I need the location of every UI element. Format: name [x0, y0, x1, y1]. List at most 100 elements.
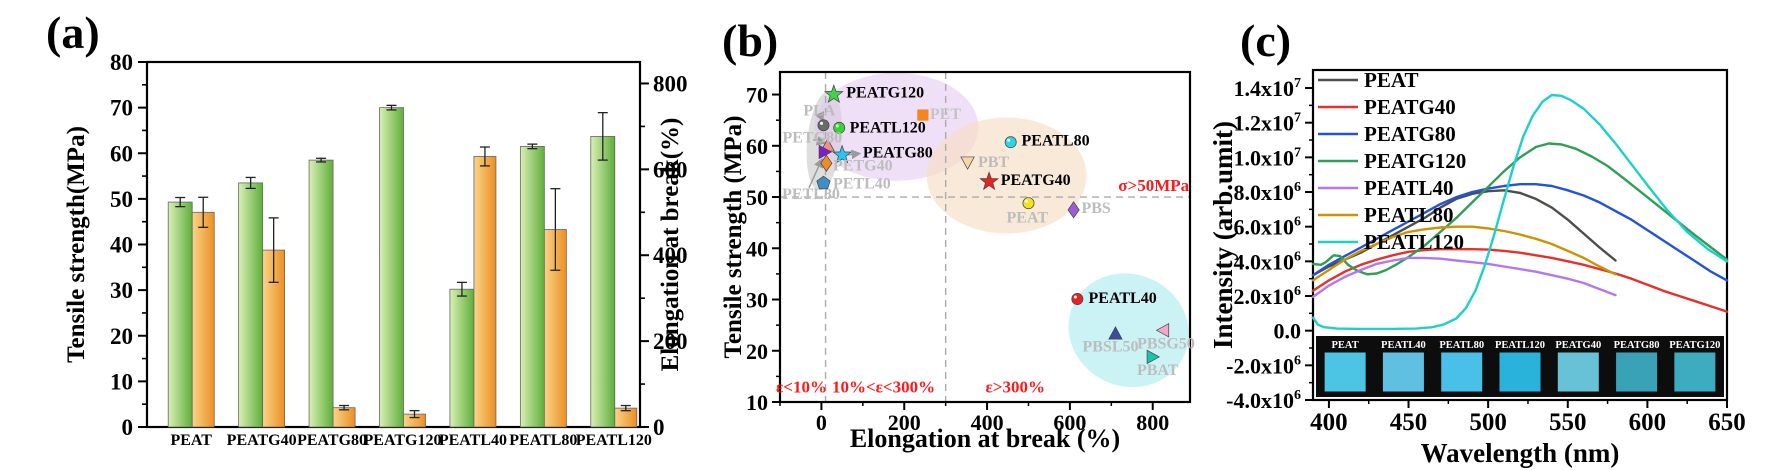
point-label-PBSL50: PBSL50 — [1082, 339, 1138, 356]
x-tick-label: 500 — [1469, 409, 1507, 436]
point-PETL40 — [816, 175, 831, 190]
category-label: PEATL80 — [509, 432, 577, 449]
inset-photo-label-PEAT: PEAT — [1332, 340, 1359, 351]
inset-photo-label-PEATL40: PEATL40 — [1381, 340, 1426, 351]
curve-PEATL40 — [1311, 256, 1617, 299]
left-tick-label: 20 — [110, 324, 133, 349]
point-PBSG50 — [1155, 323, 1170, 338]
point-label-PEAT: PEAT — [1007, 210, 1049, 227]
panel-b-label: (b) — [722, 15, 779, 66]
point-PLA-highlight — [819, 121, 824, 125]
left-tick-label: 70 — [110, 96, 133, 121]
inset-photo-label-PEATG40: PEATG40 — [1555, 340, 1601, 351]
y-tick-label: 1.2x107 — [1234, 111, 1302, 136]
x-tick-label: 400 — [1310, 409, 1348, 436]
inset-photo-PEATG80 — [1615, 351, 1659, 393]
left-tick-label: 60 — [110, 141, 133, 166]
panel-b-scatter: 0 200 400 600 800 10 20 30 40 50 60 70 Elongation at… — [720, 70, 1195, 453]
bar-tensile-PEATG120 — [379, 107, 404, 428]
point-PETL80 — [818, 144, 833, 160]
legend-label-PEAT: PEAT — [1364, 68, 1418, 92]
point-label-PEATG120: PEATG120 — [846, 84, 924, 101]
y-axis-title: Intensity (arb.umit) — [1208, 121, 1238, 349]
y-tick-label: 50 — [746, 185, 768, 210]
bar-elongation-PEAT — [191, 211, 215, 428]
right-tick-label: 200 — [653, 329, 688, 354]
bar-elongation-PEATL40 — [473, 156, 497, 428]
annotation-arrow — [812, 136, 827, 146]
zone-annotation: 10%<ε<300% — [832, 378, 935, 397]
annotation-arrow — [808, 157, 824, 189]
legend-label-PEATL40: PEATL40 — [1364, 176, 1453, 200]
point-PET — [917, 109, 929, 121]
point-label-PETL80: PETL80 — [782, 186, 840, 203]
cluster-ellipse — [1068, 273, 1189, 388]
x-tick-label: 800 — [1136, 410, 1169, 435]
category-label: PEATG120 — [364, 432, 442, 449]
bar-tensile-PEATL40 — [449, 288, 475, 428]
category-label: PEATG80 — [297, 432, 367, 449]
category-label: PEATG40 — [227, 432, 297, 449]
x-tick-label: 450 — [1390, 409, 1428, 436]
bar-tensile-PEATL120 — [590, 135, 616, 428]
curve-PEATL120 — [1311, 93, 1729, 331]
left-tick-label: 30 — [110, 278, 133, 303]
point-label-PETG40: PETG40 — [833, 157, 893, 174]
x-tick-label: 200 — [888, 410, 921, 435]
category-label: PEATL40 — [439, 432, 507, 449]
x-tick-label: 0 — [816, 410, 827, 435]
point-label-PLA: PLA — [803, 102, 835, 119]
bar-tensile-PEATL80 — [519, 146, 545, 428]
bar-tensile-PEATG40 — [238, 182, 264, 428]
right-tick-label: 400 — [653, 243, 688, 268]
y-tick-label: -2.0x106 — [1226, 353, 1301, 378]
category-label: PEATL120 — [576, 432, 652, 449]
legend-label-PEATG80: PEATG80 — [1364, 122, 1456, 146]
x-tick-label: 600 — [1629, 409, 1667, 436]
inset-photo-label-PEATG80: PEATG80 — [1614, 340, 1660, 351]
cluster-ellipse — [926, 117, 1087, 234]
curve-PEAT — [1311, 189, 1617, 277]
y-tick-label: 10 — [746, 390, 768, 415]
point-label-PBAT: PBAT — [1137, 362, 1179, 379]
legend-label-PEATL120: PEATL120 — [1364, 230, 1464, 254]
y-tick-label: -4.0x106 — [1226, 388, 1301, 413]
left-tick-label: 50 — [110, 187, 133, 212]
point-PBS — [1067, 201, 1080, 219]
point-PEATG120 — [823, 84, 844, 104]
inset-photo-label-PEATL80: PEATL80 — [1439, 340, 1484, 351]
point-PEATL80-highlight — [1007, 138, 1011, 142]
point-PEATL40 — [1071, 293, 1084, 305]
point-PEATG40 — [979, 171, 1000, 191]
right-axis-title: Elongation at break(%) — [657, 118, 684, 372]
x-axis-title: Elongation at break (%) — [850, 424, 1120, 453]
y-tick-label: 6.0x106 — [1234, 215, 1302, 240]
point-PBSL50 — [1108, 326, 1123, 340]
point-label-PEATL40: PEATL40 — [1089, 290, 1157, 307]
legend-label-PEATL80: PEATL80 — [1364, 203, 1453, 227]
curve-PEATL80 — [1311, 225, 1617, 282]
point-label-PEATL80: PEATL80 — [1021, 133, 1089, 150]
y-axis-title: Tensile strength (MPa) — [720, 115, 747, 358]
left-axis-title: Tensile strength(MPa) — [63, 126, 90, 363]
curve-PEATG120 — [1311, 142, 1729, 276]
panel-a-label: (a) — [46, 7, 100, 58]
x-tick-label: 400 — [971, 410, 1004, 435]
point-label-PEATG40: PEATG40 — [1001, 172, 1071, 189]
right-tick-label: 0 — [653, 415, 665, 440]
point-PEAT-highlight — [1024, 199, 1029, 203]
left-tick-label: 10 — [110, 369, 133, 394]
inset-photo-label-PEATL120: PEATL120 — [1495, 340, 1545, 351]
point-PEATL80 — [1004, 136, 1017, 149]
point-PBT — [960, 156, 975, 170]
point-PEATG80 — [832, 144, 853, 164]
zone-annotation: ε>300% — [986, 378, 1045, 397]
legend-label-PEATG40: PEATG40 — [1364, 95, 1456, 119]
point-label-PBS: PBS — [1081, 200, 1110, 217]
bar-elongation-PEATG80 — [332, 407, 356, 428]
point-label-PET: PET — [930, 106, 961, 123]
point-label-PETG80: PETG80 — [783, 130, 843, 147]
